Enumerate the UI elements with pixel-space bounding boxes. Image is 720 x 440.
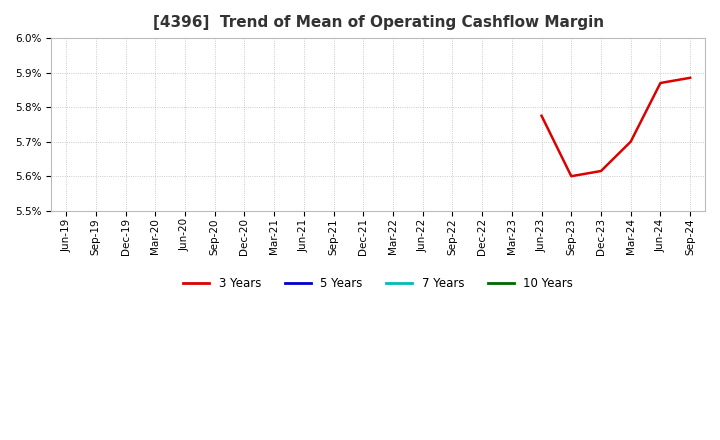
Legend: 3 Years, 5 Years, 7 Years, 10 Years: 3 Years, 5 Years, 7 Years, 10 Years: [179, 272, 577, 295]
Title: [4396]  Trend of Mean of Operating Cashflow Margin: [4396] Trend of Mean of Operating Cashfl…: [153, 15, 603, 30]
